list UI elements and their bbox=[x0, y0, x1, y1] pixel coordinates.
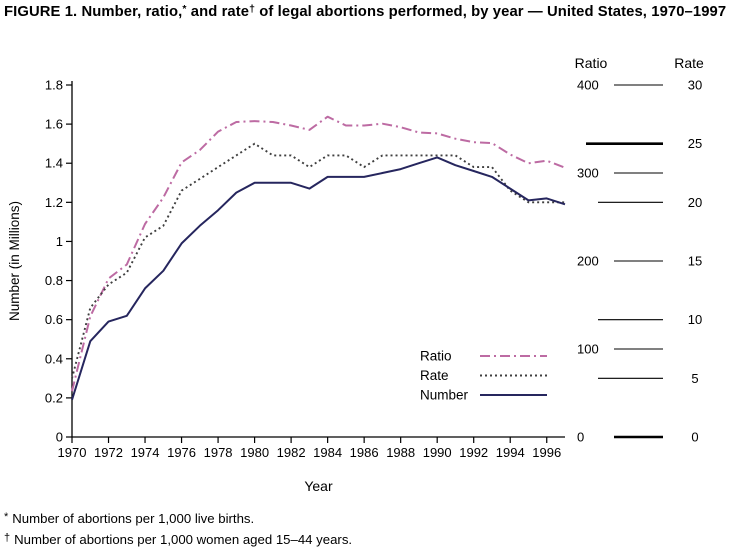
x-axis-title: Year bbox=[304, 478, 333, 494]
dagger-footnote-marker: † bbox=[249, 3, 256, 15]
rate-tick-label: 5 bbox=[691, 371, 698, 386]
x-tick-label: 1988 bbox=[386, 445, 415, 460]
series-line-ratio bbox=[71, 115, 566, 392]
x-tick-label: 1974 bbox=[131, 445, 160, 460]
x-tick-label: 1970 bbox=[58, 445, 87, 460]
footnote-text: Number of abortions per 1,000 women aged… bbox=[14, 531, 353, 547]
y-tick-label: 0 bbox=[56, 430, 63, 445]
rate-axis-title: Rate bbox=[674, 55, 704, 71]
legend-label-ratio: Ratio bbox=[420, 349, 452, 364]
x-tick-label: 1982 bbox=[277, 445, 306, 460]
x-tick-label: 1978 bbox=[204, 445, 233, 460]
footnote-ratio-definition: * Number of abortions per 1,000 live birt… bbox=[4, 508, 352, 529]
y-axis-title: Number (in Millions) bbox=[7, 201, 22, 321]
y-tick-label: 1.2 bbox=[45, 195, 63, 210]
figure-title-text: FIGURE 1. Number, ratio, bbox=[4, 4, 183, 20]
x-tick-label: 1996 bbox=[532, 445, 561, 460]
x-tick-label: 1986 bbox=[350, 445, 379, 460]
rate-tick-label: 0 bbox=[691, 430, 698, 445]
ratio-axis-title: Ratio bbox=[575, 55, 608, 71]
y-tick-label: 1.4 bbox=[45, 156, 63, 171]
x-tick-label: 1976 bbox=[167, 445, 196, 460]
x-tick-label: 1992 bbox=[459, 445, 488, 460]
rate-tick-label: 30 bbox=[688, 78, 702, 93]
y-tick-label: 1.6 bbox=[45, 117, 63, 132]
asterisk-footnote-marker: * bbox=[4, 511, 9, 523]
y-tick-label: 1.8 bbox=[45, 78, 63, 93]
x-tick-label: 1994 bbox=[496, 445, 525, 460]
ratio-tick-label: 400 bbox=[577, 78, 599, 93]
legend-label-rate: Rate bbox=[420, 368, 449, 383]
ratio-tick-label: 0 bbox=[577, 430, 584, 445]
ratio-tick-label: 300 bbox=[577, 166, 599, 181]
series-line-rate bbox=[71, 142, 565, 379]
footnotes: * Number of abortions per 1,000 live birt… bbox=[4, 508, 352, 549]
figure-title-text: and rate bbox=[186, 4, 250, 20]
x-tick-label: 1980 bbox=[240, 445, 269, 460]
series-line-number bbox=[71, 156, 566, 401]
rate-tick-label: 15 bbox=[688, 254, 702, 269]
y-tick-label: 0.2 bbox=[45, 390, 63, 405]
y-tick-label: 0.4 bbox=[45, 351, 63, 366]
x-tick-label: 1990 bbox=[423, 445, 452, 460]
rate-tick-label: 10 bbox=[688, 312, 702, 327]
asterisk-footnote-marker: * bbox=[182, 3, 187, 15]
dagger-footnote-marker: † bbox=[4, 531, 11, 544]
footnote-rate-definition: † Number of abortions per 1,000 women age… bbox=[4, 529, 352, 549]
x-tick-label: 1984 bbox=[313, 445, 342, 460]
y-tick-label: 1 bbox=[56, 234, 63, 249]
figure-title-text: of legal abortions performed, by year — … bbox=[255, 4, 727, 20]
ratio-tick-label: 100 bbox=[577, 342, 599, 357]
footnote-text: Number of abortions per 1,000 live birth… bbox=[12, 511, 255, 526]
rate-tick-label: 25 bbox=[688, 136, 702, 151]
legend-label-number: Number bbox=[420, 388, 469, 403]
y-tick-label: 0.8 bbox=[45, 273, 63, 288]
y-tick-label: 0.6 bbox=[45, 312, 63, 327]
rate-tick-label: 20 bbox=[688, 195, 702, 210]
ratio-tick-label: 200 bbox=[577, 254, 599, 269]
figure-title: FIGURE 1. Number, ratio,* and rate† of l… bbox=[4, 3, 746, 21]
x-tick-label: 1972 bbox=[94, 445, 123, 460]
